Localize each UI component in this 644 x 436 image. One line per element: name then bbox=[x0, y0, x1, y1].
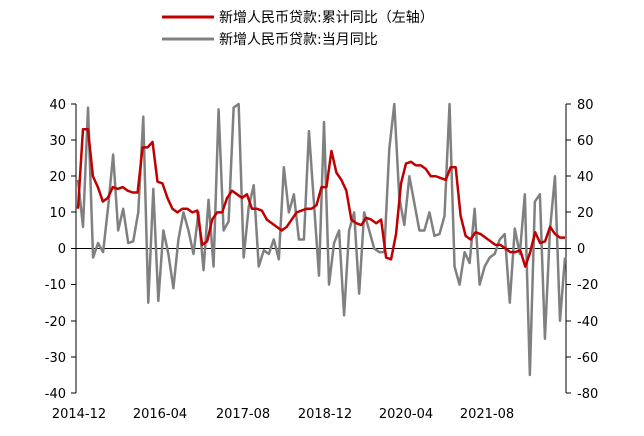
left-tick-label: -40 bbox=[45, 387, 66, 402]
left-tick-label: 10 bbox=[49, 206, 66, 221]
right-tick-label: -80 bbox=[577, 387, 598, 402]
left-tick-label: 40 bbox=[49, 98, 66, 113]
x-tick-label: 2014-12 bbox=[52, 407, 106, 422]
right-tick-label: 60 bbox=[577, 134, 594, 149]
x-tick-label: 2020-04 bbox=[379, 407, 433, 422]
x-tick-label: 2016-04 bbox=[133, 407, 187, 422]
right-tick-label: 20 bbox=[577, 206, 594, 221]
right-tick-label: -20 bbox=[577, 278, 598, 293]
right-tick-label: -60 bbox=[577, 351, 598, 366]
left-tick-label: 30 bbox=[49, 134, 66, 149]
x-tick-label: 2018-12 bbox=[298, 407, 352, 422]
right-axis-ticks: 80 60 40 20 0 -20 -40 -60 -80 bbox=[566, 98, 598, 402]
left-axis-ticks: 40 30 20 10 0 -10 -20 -30 -40 bbox=[45, 98, 76, 402]
x-tick-label: 2017-08 bbox=[216, 407, 270, 422]
left-tick-label: -10 bbox=[45, 278, 66, 293]
series-line-cumulative-yoy bbox=[76, 128, 565, 268]
left-tick-label: 20 bbox=[49, 170, 66, 185]
left-tick-label: 0 bbox=[58, 242, 66, 257]
right-tick-label: 40 bbox=[577, 170, 594, 185]
x-axis-ticks: 2014-12 2016-04 2017-08 2018-12 2020-04 … bbox=[52, 407, 514, 422]
series-line-monthly-yoy bbox=[76, 102, 567, 377]
left-tick-label: -30 bbox=[45, 351, 66, 366]
right-tick-label: -40 bbox=[577, 315, 598, 330]
plot-area bbox=[76, 102, 567, 377]
left-tick-label: -20 bbox=[45, 315, 66, 330]
legend: 新增人民币贷款:累计同比（左轴） 新增人民币贷款:当月同比 bbox=[162, 10, 434, 48]
x-tick-label: 2021-08 bbox=[460, 407, 514, 422]
right-tick-label: 0 bbox=[577, 242, 585, 257]
legend-label-monthly: 新增人民币贷款:当月同比 bbox=[219, 32, 378, 48]
right-tick-label: 80 bbox=[577, 98, 594, 113]
legend-label-cumulative: 新增人民币贷款:累计同比（左轴） bbox=[219, 10, 434, 26]
